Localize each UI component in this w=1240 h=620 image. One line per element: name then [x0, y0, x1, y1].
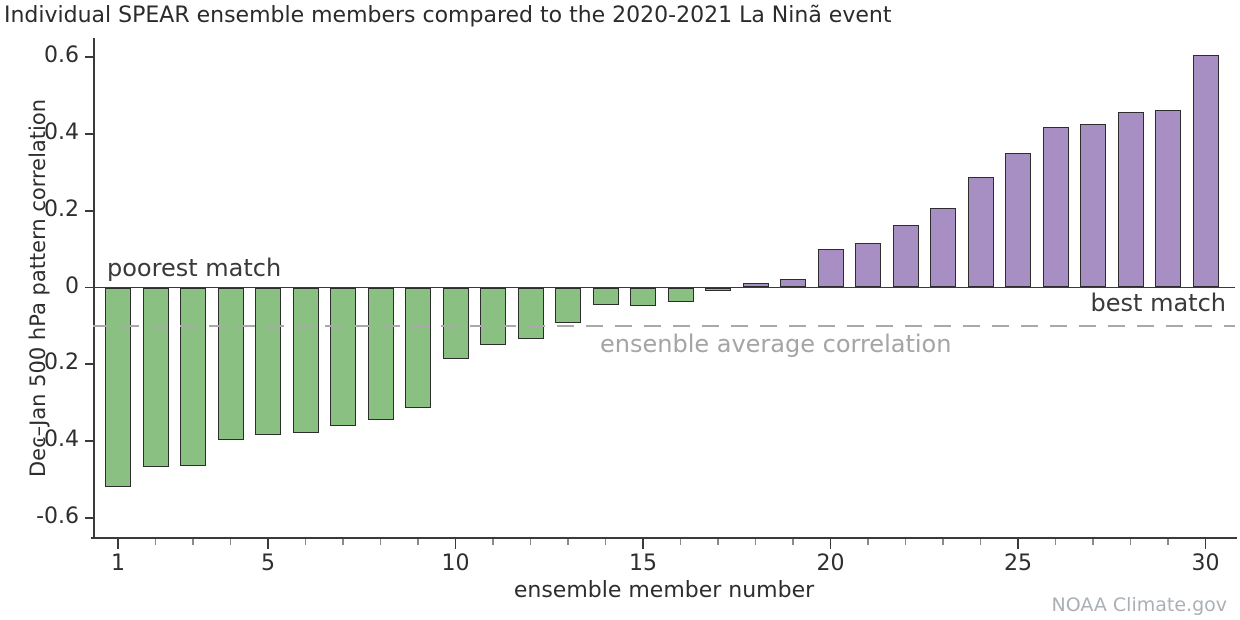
bar-member-24: [968, 177, 994, 288]
x-tick: [717, 539, 718, 545]
bar-member-4: [218, 288, 244, 441]
x-tick: [117, 539, 119, 549]
bar-member-15: [630, 288, 656, 306]
x-tick-label: 20: [801, 551, 861, 576]
x-tick: [305, 539, 306, 545]
x-tick: [1055, 539, 1056, 545]
y-tick: [85, 56, 93, 58]
ensemble-average-line: [93, 325, 1235, 328]
bar-member-28: [1118, 112, 1144, 288]
x-tick: [230, 539, 231, 545]
bar-member-25: [1005, 153, 1031, 287]
x-tick: [680, 539, 681, 545]
bar-member-29: [1155, 110, 1181, 287]
bar-member-23: [930, 208, 956, 287]
bar-member-2: [143, 288, 169, 468]
plot-area: [93, 38, 1235, 537]
y-tick-label: 0.4: [0, 120, 79, 145]
x-tick: [605, 539, 606, 545]
y-tick: [85, 517, 93, 519]
x-tick: [492, 539, 493, 545]
x-tick: [792, 539, 793, 545]
x-tick: [755, 539, 756, 545]
y-tick: [85, 210, 93, 212]
chart-title: Individual SPEAR ensemble members compar…: [4, 3, 891, 28]
annotation-best-match: best match: [1026, 289, 1226, 317]
bar-member-20: [818, 249, 844, 287]
bar-member-5: [255, 288, 281, 435]
x-tick-label: 5: [238, 551, 298, 576]
y-tick-label: -0.4: [0, 427, 79, 452]
y-tick: [85, 440, 93, 442]
zero-line: [93, 287, 1235, 289]
y-tick: [85, 133, 93, 135]
bar-member-3: [180, 288, 206, 466]
bar-member-8: [368, 288, 394, 421]
x-tick: [942, 539, 943, 545]
bar-member-10: [443, 288, 469, 359]
bar-member-11: [480, 288, 506, 346]
bar-member-27: [1080, 124, 1106, 288]
chart-figure: Individual SPEAR ensemble members compar…: [0, 0, 1240, 620]
x-tick: [1130, 539, 1131, 545]
x-tick: [1017, 539, 1019, 549]
x-tick: [530, 539, 531, 545]
x-tick-label: 15: [613, 551, 673, 576]
y-tick: [85, 363, 93, 365]
bar-member-9: [405, 288, 431, 409]
bar-member-12: [518, 288, 544, 340]
bar-member-6: [293, 288, 319, 434]
credit-text: NOAA Climate.gov: [925, 594, 1227, 616]
x-tick-label: 1: [88, 551, 148, 576]
bar-member-13: [555, 288, 581, 323]
bar-member-30: [1193, 55, 1219, 287]
x-tick: [155, 539, 156, 545]
x-tick: [980, 539, 981, 545]
x-tick: [567, 539, 568, 545]
y-tick: [85, 287, 93, 289]
annotation-poorest-match: poorest match: [107, 254, 281, 282]
x-tick: [192, 539, 193, 545]
bar-member-16: [668, 288, 694, 303]
bar-member-21: [855, 243, 881, 288]
x-tick: [1092, 539, 1093, 545]
y-tick-label: -0.2: [0, 350, 79, 375]
x-tick-label: 30: [1176, 551, 1236, 576]
x-tick: [642, 539, 644, 549]
y-tick-label: 0.2: [0, 197, 79, 222]
y-tick-label: 0: [0, 274, 79, 299]
x-tick: [867, 539, 868, 545]
x-tick: [830, 539, 832, 549]
x-tick: [417, 539, 418, 545]
x-tick: [905, 539, 906, 545]
x-tick: [1167, 539, 1168, 545]
bar-member-14: [593, 288, 619, 306]
x-axis-spine: [91, 537, 1237, 539]
x-tick: [380, 539, 381, 545]
bar-member-22: [893, 225, 919, 288]
annotation-ensemble-average-label: ensenble average correlation: [600, 330, 951, 358]
x-tick: [1205, 539, 1207, 549]
x-tick: [455, 539, 457, 549]
x-tick: [342, 539, 343, 545]
bar-member-1: [105, 288, 131, 488]
bar-member-7: [330, 288, 356, 426]
y-tick-label: 0.6: [0, 43, 79, 68]
bar-member-26: [1043, 127, 1069, 287]
x-tick-label: 10: [426, 551, 486, 576]
x-tick: [267, 539, 269, 549]
y-tick-label: -0.6: [0, 504, 79, 529]
x-tick-label: 25: [988, 551, 1048, 576]
